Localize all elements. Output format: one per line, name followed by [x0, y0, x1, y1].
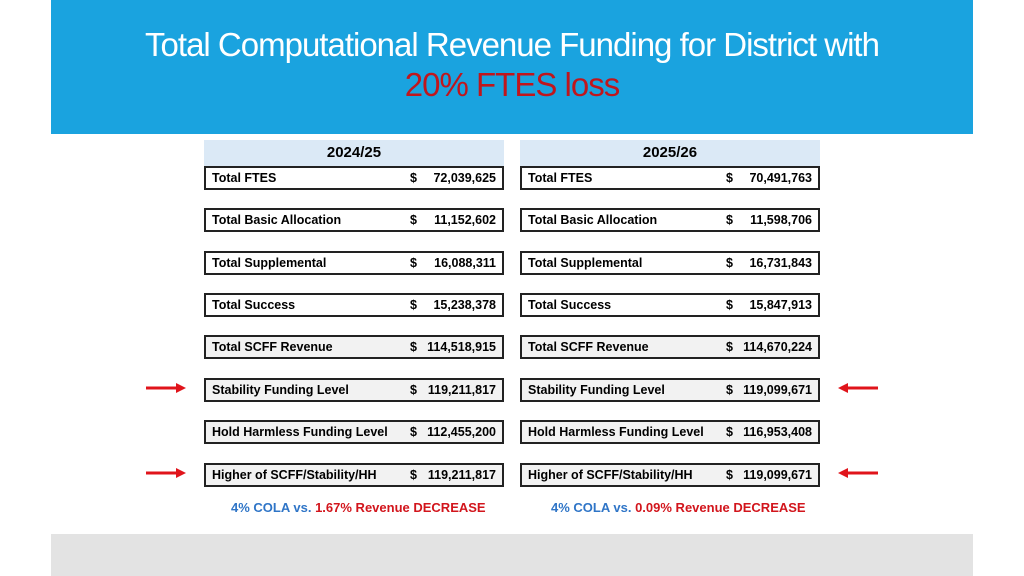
row-label: Total Basic Allocation	[528, 213, 658, 227]
row-label: Hold Harmless Funding Level	[212, 425, 388, 439]
row-value: 16,731,843	[749, 256, 812, 270]
vs-label: vs.	[293, 500, 312, 515]
arrow-right-icon	[146, 468, 186, 478]
title-banner: Total Computational Revenue Funding for …	[51, 0, 973, 134]
row-label: Higher of SCFF/Stability/HH	[212, 468, 377, 482]
row-value: 119,099,671	[743, 383, 812, 397]
row-value: 15,238,378	[433, 298, 496, 312]
row-label: Total Success	[528, 298, 612, 312]
row-label: Total FTES	[212, 171, 277, 185]
arrow-right-icon	[146, 383, 186, 393]
row-label: Total SCFF Revenue	[528, 340, 649, 354]
revenue-change-label: 1.67% Revenue DECREASE	[315, 500, 486, 515]
row-label: Stability Funding Level	[212, 383, 349, 397]
revenue-change-label: 0.09% Revenue DECREASE	[635, 500, 806, 515]
revenue-note-2024: 4% COLA vs. 1.67% Revenue DECREASE	[231, 500, 486, 515]
currency-symbol: $	[726, 425, 733, 439]
funding-row: Total Success $15,238,378	[204, 293, 504, 317]
year-header: 2025/26	[520, 140, 820, 166]
slide-title-line2: 20% FTES loss	[404, 66, 620, 103]
currency-symbol: $	[726, 171, 733, 185]
currency-symbol: $	[410, 298, 417, 312]
arrow-left-icon	[838, 468, 878, 478]
row-value: 114,518,915	[427, 340, 496, 354]
row-label: Higher of SCFF/Stability/HH	[528, 468, 693, 482]
currency-symbol: $	[726, 256, 733, 270]
row-value: 112,455,200	[427, 425, 496, 439]
slide-title-line1: Total Computational Revenue Funding for …	[145, 26, 880, 63]
row-value: 70,491,763	[749, 171, 812, 185]
funding-row: Total Basic Allocation $11,598,706	[520, 208, 820, 232]
currency-symbol: $	[726, 298, 733, 312]
row-value: 119,211,817	[427, 383, 496, 397]
row-label: Hold Harmless Funding Level	[528, 425, 704, 439]
cola-label: 4% COLA	[551, 500, 610, 515]
year-header: 2024/25	[204, 140, 504, 166]
funding-row: Total Success $15,847,913	[520, 293, 820, 317]
funding-row: Total FTES $72,039,625	[204, 166, 504, 190]
funding-row: Hold Harmless Funding Level $112,455,200	[204, 420, 504, 444]
currency-symbol: $	[726, 468, 733, 482]
footer-bar	[51, 534, 973, 576]
row-label: Total Supplemental	[528, 256, 643, 270]
funding-row: Total SCFF Revenue $114,670,224	[520, 335, 820, 359]
row-label: Stability Funding Level	[528, 383, 665, 397]
currency-symbol: $	[410, 383, 417, 397]
revenue-note-2025: 4% COLA vs. 0.09% Revenue DECREASE	[551, 500, 806, 515]
funding-row: Stability Funding Level $119,211,817	[204, 378, 504, 402]
row-value: 11,152,602	[434, 213, 496, 227]
row-value: 16,088,311	[434, 256, 496, 270]
row-value: 114,670,224	[743, 340, 812, 354]
currency-symbol: $	[726, 383, 733, 397]
currency-symbol: $	[410, 340, 417, 354]
currency-symbol: $	[410, 256, 417, 270]
row-label: Total Success	[212, 298, 296, 312]
funding-row: Higher of SCFF/Stability/HH $119,099,671	[520, 463, 820, 487]
currency-symbol: $	[410, 171, 417, 185]
funding-row: Total Supplemental $16,731,843	[520, 251, 820, 275]
currency-symbol: $	[410, 213, 417, 227]
funding-row: Total Basic Allocation $11,152,602	[204, 208, 504, 232]
funding-row: Hold Harmless Funding Level $116,953,408	[520, 420, 820, 444]
funding-row: Higher of SCFF/Stability/HH $119,211,817	[204, 463, 504, 487]
vs-label: vs.	[613, 500, 632, 515]
row-value: 72,039,625	[433, 171, 496, 185]
row-value: 116,953,408	[743, 425, 812, 439]
row-value: 11,598,706	[750, 213, 812, 227]
row-value: 15,847,913	[749, 298, 812, 312]
funding-row: Total FTES $70,491,763	[520, 166, 820, 190]
row-label: Total FTES	[528, 171, 593, 185]
arrow-left-icon	[838, 383, 878, 393]
funding-row: Stability Funding Level $119,099,671	[520, 378, 820, 402]
row-label: Total Basic Allocation	[212, 213, 342, 227]
cola-label: 4% COLA	[231, 500, 290, 515]
currency-symbol: $	[410, 425, 417, 439]
funding-row: Total SCFF Revenue $114,518,915	[204, 335, 504, 359]
row-value: 119,099,671	[743, 468, 812, 482]
currency-symbol: $	[726, 213, 733, 227]
currency-symbol: $	[410, 468, 417, 482]
row-label: Total Supplemental	[212, 256, 327, 270]
row-value: 119,211,817	[427, 468, 496, 482]
row-label: Total SCFF Revenue	[212, 340, 333, 354]
currency-symbol: $	[726, 340, 733, 354]
funding-row: Total Supplemental $16,088,311	[204, 251, 504, 275]
